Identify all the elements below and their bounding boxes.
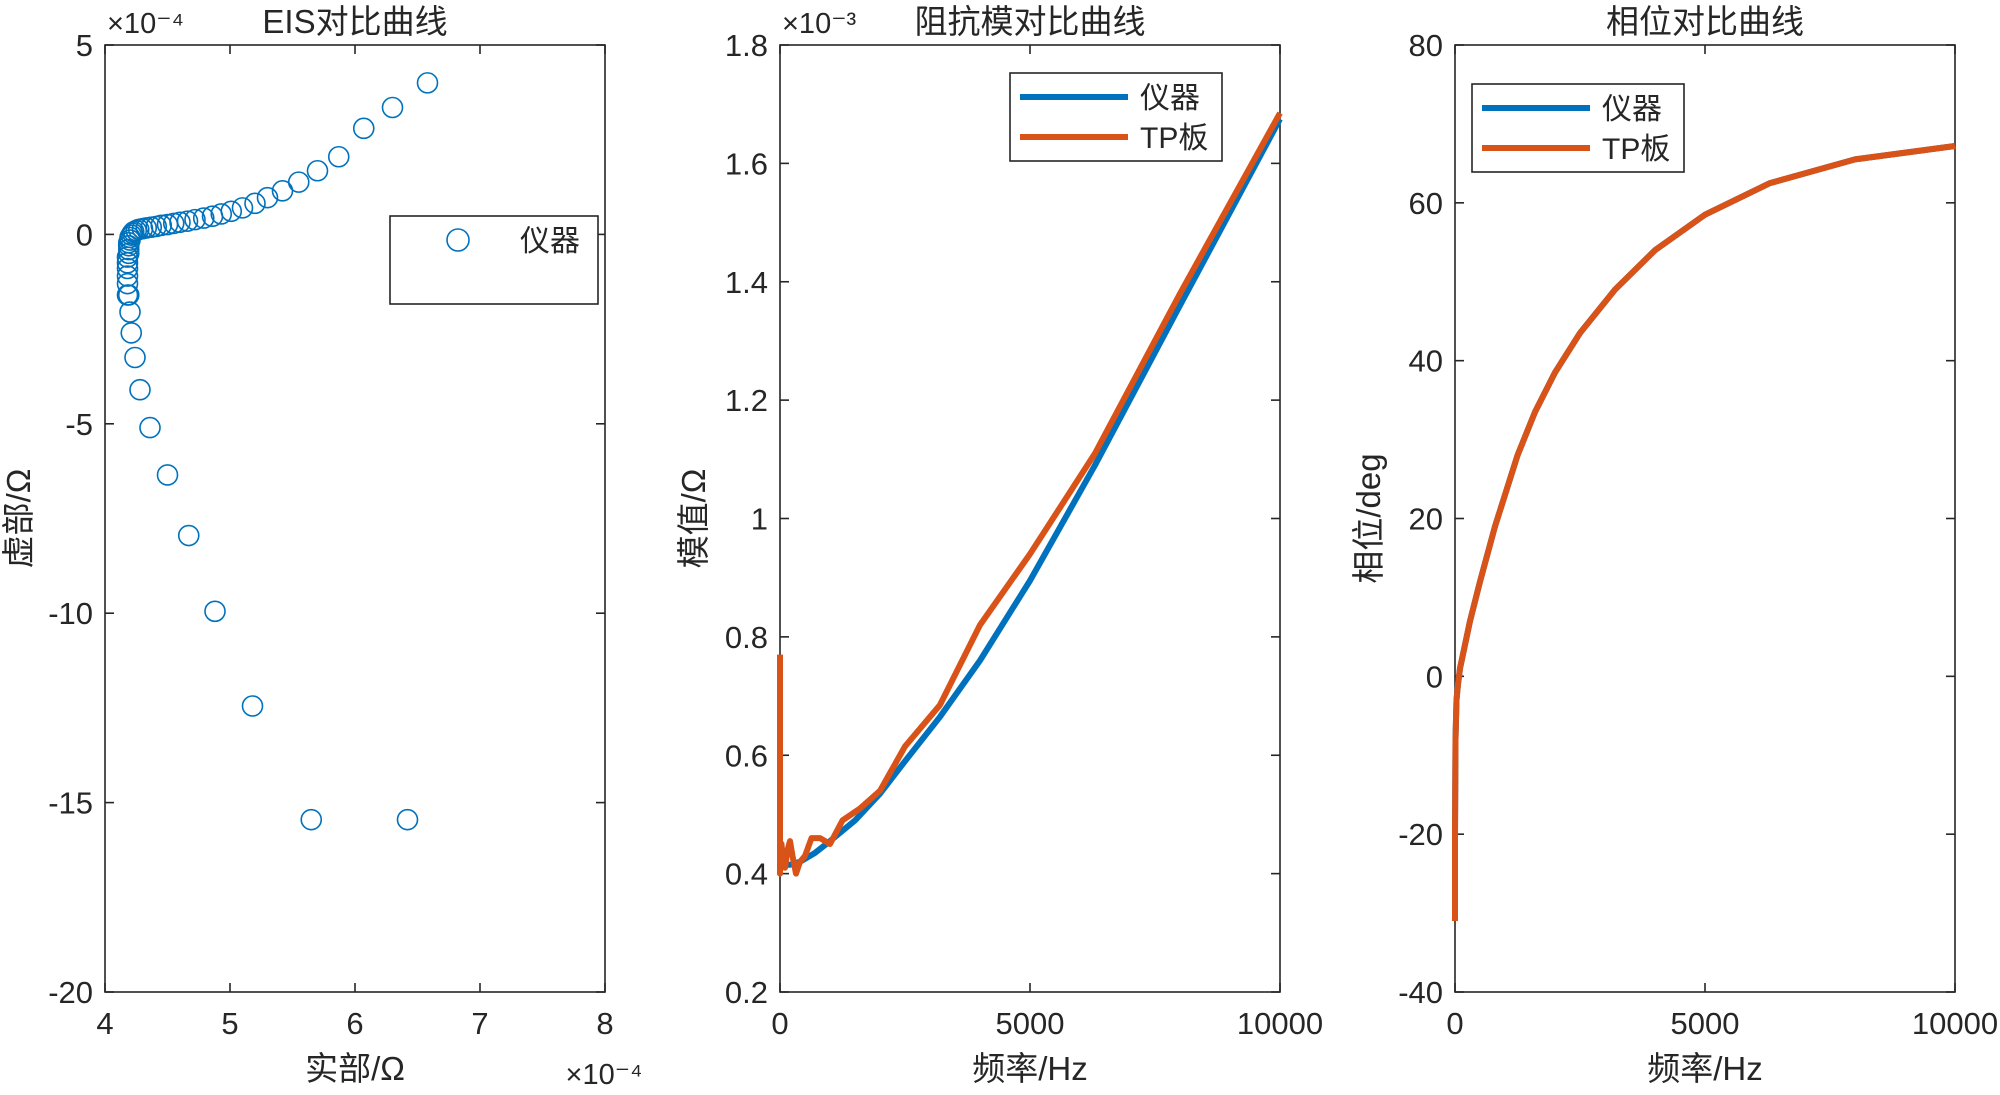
data-point	[116, 272, 139, 295]
y-tick-label: -40	[1398, 975, 1443, 1010]
y-tick-label: -20	[48, 975, 93, 1010]
data-point	[204, 600, 226, 623]
data-point	[352, 117, 375, 140]
y-tick-label: 1	[751, 502, 768, 537]
x-tick-label: 7	[471, 1006, 488, 1041]
x-tick-label: 10000	[1237, 1006, 1323, 1041]
y-axis-label: 相位/deg	[1350, 453, 1387, 583]
legend-label: 仪器	[1140, 82, 1200, 115]
x-axis-label: 实部/Ω	[305, 1050, 405, 1087]
chart-title: 相位对比曲线	[1606, 3, 1804, 40]
data-point	[156, 464, 179, 486]
y-tick-label: 1.2	[725, 383, 768, 418]
axes-frame	[779, 44, 1281, 993]
legend-label: TP板	[1602, 133, 1670, 166]
series-line	[1452, 143, 1956, 921]
x-tick-label: 5	[221, 1006, 238, 1041]
x-tick-label: 0	[771, 1006, 788, 1041]
y-tick-label: -10	[48, 596, 93, 631]
data-point	[184, 208, 206, 231]
data-point	[256, 186, 279, 209]
y-tick-label: -5	[65, 407, 93, 442]
data-point	[119, 301, 141, 323]
legend-marker	[446, 228, 470, 252]
data-point	[120, 224, 143, 246]
data-point	[210, 203, 233, 225]
y-tick-label: 1.6	[725, 146, 768, 181]
y-tick-label: 60	[1409, 186, 1443, 221]
data-point	[306, 159, 329, 182]
y-tick-label: 5	[76, 28, 93, 63]
y-tick-label: -15	[48, 786, 93, 821]
axes-frame	[104, 44, 606, 993]
axes-frame	[1454, 44, 1956, 993]
data-point	[244, 192, 266, 215]
data-point	[381, 96, 404, 119]
data-point	[416, 72, 439, 94]
data-point	[231, 197, 254, 219]
data-point	[119, 226, 141, 249]
data-point	[192, 207, 215, 229]
data-point	[116, 257, 139, 280]
y-tick-label: 1.8	[725, 28, 768, 63]
legend-box	[1009, 72, 1223, 162]
data-point	[116, 265, 139, 287]
y-tick-label: 0.4	[725, 857, 768, 892]
x-tick-label: 5000	[996, 1006, 1065, 1041]
data-point	[396, 808, 419, 831]
data-point	[117, 284, 140, 306]
data-point	[139, 416, 161, 439]
y-tick-label: 0.8	[725, 620, 768, 655]
data-point	[287, 171, 310, 193]
y-axis-label: 虚部/Ω	[0, 469, 37, 569]
legend-box	[389, 215, 599, 305]
legend-label: 仪器	[1602, 93, 1662, 126]
series-line	[778, 117, 1283, 868]
legend-label: 仪器	[520, 225, 580, 258]
y-tick-label: 80	[1409, 28, 1443, 63]
y-tick-label: 20	[1409, 502, 1443, 537]
y-tick-label: 0.6	[725, 738, 768, 773]
y-axis-label: 模值/Ω	[675, 469, 712, 569]
x-tick-label: 0	[1446, 1006, 1463, 1041]
y-tick-label: 40	[1409, 344, 1443, 379]
data-point	[300, 808, 323, 831]
series-line	[777, 111, 1283, 877]
data-point	[129, 378, 151, 401]
legend-label: TP板	[1140, 122, 1208, 155]
data-point	[169, 211, 191, 234]
y-tick-label: -20	[1398, 817, 1443, 852]
data-point	[220, 200, 243, 223]
data-point	[327, 145, 350, 168]
data-point	[122, 220, 145, 243]
data-point	[162, 212, 185, 235]
data-point	[241, 695, 264, 717]
chart-title: EIS对比曲线	[262, 3, 447, 40]
impedance-magnitude-chart: 0 5000 10000 0.2 0.4 0.6 0.8 1 1.2 1.4 1.6 1.8 阻抗模对比…	[675, 3, 1323, 1087]
y-tick-label: 0.2	[725, 975, 768, 1010]
y-tick-label: 1.4	[725, 265, 768, 300]
y-exponent-label: ×10⁻⁴	[107, 8, 184, 40]
data-point	[124, 346, 146, 369]
x-tick-label: 5000	[1671, 1006, 1740, 1041]
y-tick-label: 0	[1426, 659, 1443, 694]
legend-box	[1471, 83, 1685, 173]
x-exponent-label: ×10⁻⁴	[566, 1059, 643, 1091]
x-axis-label: 频率/Hz	[972, 1050, 1088, 1087]
chart-title: 阻抗模对比曲线	[915, 3, 1146, 40]
y-tick-label: 0	[76, 217, 93, 252]
x-tick-label: 6	[346, 1006, 363, 1041]
y-exponent-label: ×10⁻³	[782, 8, 856, 40]
data-point	[176, 210, 199, 232]
x-tick-label: 8	[596, 1006, 613, 1041]
series-line	[1452, 143, 1956, 921]
data-point	[177, 524, 200, 547]
x-axis-label: 频率/Hz	[1647, 1050, 1763, 1087]
data-point	[120, 322, 143, 344]
x-tick-label: 10000	[1912, 1006, 1998, 1041]
x-tick-label: 4	[96, 1006, 113, 1041]
